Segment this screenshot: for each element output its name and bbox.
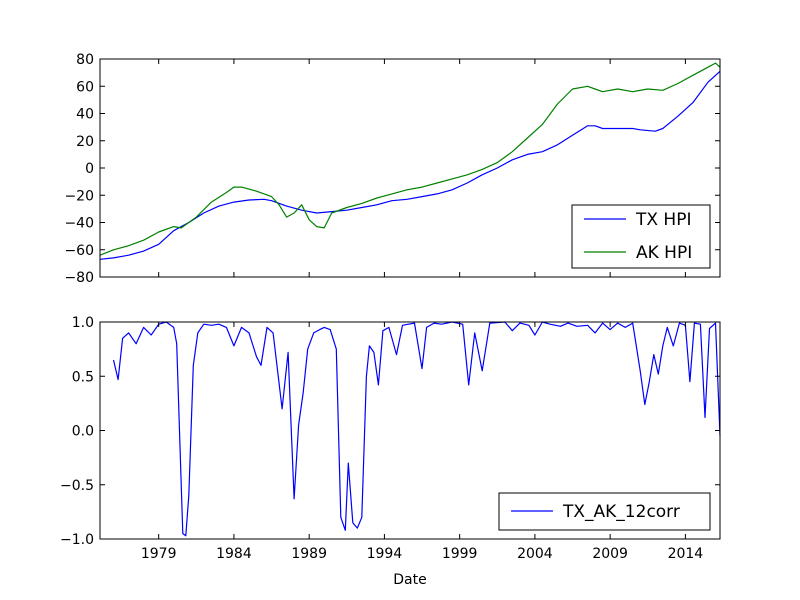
top-y-axis: −80 −60 −40 −20 0 20 40 60 80 — [64, 52, 720, 286]
top-y-tick-label: 80 — [76, 52, 94, 68]
bottom-y-tick-label: 0.0 — [72, 424, 94, 440]
top-plot-lines — [99, 62, 721, 260]
top-legend-box — [571, 204, 711, 269]
bottom-y-tick-label: 0.5 — [72, 369, 94, 385]
top-legend: TX HPI AK HPI — [571, 204, 711, 269]
x-tick-label: 2009 — [592, 546, 628, 562]
bottom-series-line-tx-ak-12corr — [112, 321, 721, 537]
top-y-tick-label: 40 — [76, 107, 94, 123]
x-tick-label: 1989 — [291, 546, 327, 562]
bottom-y-axis: −1.0 −0.5 0.0 0.5 1.0 — [60, 315, 720, 548]
bottom-plot-lines — [112, 321, 721, 537]
x-tick-label: 2004 — [517, 546, 553, 562]
top-y-tick-label: −60 — [64, 243, 94, 259]
x-tick-label: 1994 — [367, 546, 403, 562]
top-y-tick-label: 60 — [76, 79, 94, 95]
bottom-y-tick-label: −1.0 — [60, 532, 94, 548]
top-y-tick-label: −40 — [64, 216, 94, 232]
top-series-line-tx-hpi — [99, 70, 721, 260]
bottom-x-axis: 1979 1984 1989 1994 1999 2004 2009 2014 — [141, 322, 703, 562]
legend-label-ak-hpi: AK HPI — [636, 243, 692, 263]
top-y-tick-label: 0 — [85, 161, 94, 177]
top-x-ticks — [158, 59, 686, 277]
x-tick-label: 2014 — [668, 546, 704, 562]
top-y-tick-label: −80 — [64, 270, 94, 286]
x-tick-label: 1984 — [216, 546, 252, 562]
top-y-tick-label: −20 — [64, 188, 94, 204]
top-series-line-ak-hpi — [99, 62, 721, 256]
x-axis-label: Date — [393, 572, 426, 588]
x-tick-label: 1999 — [442, 546, 478, 562]
bottom-legend: TX_AK_12corr — [498, 492, 711, 531]
top-chart: −80 −60 −40 −20 0 20 40 60 80 TX HPI AK HPI — [64, 52, 721, 286]
legend-label-tx-hpi: TX HPI — [635, 210, 691, 230]
bottom-y-tick-label: −0.5 — [60, 478, 94, 494]
bottom-chart: −1.0 −0.5 0.0 0.5 1.0 1979 1984 1989 1994 1999 20… — [60, 315, 721, 588]
x-tick-label: 1979 — [141, 546, 177, 562]
legend-label-tx-ak-12corr: TX_AK_12corr — [562, 502, 680, 522]
top-y-tick-label: 20 — [76, 134, 94, 150]
bottom-y-tick-label: 1.0 — [72, 315, 94, 331]
